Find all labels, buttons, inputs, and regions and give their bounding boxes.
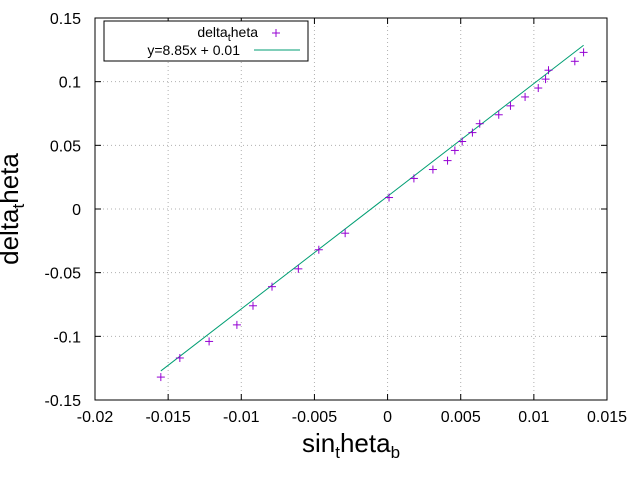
data-point (409, 174, 418, 183)
legend-label-line: y=8.85x + 0.01 (147, 42, 240, 58)
y-axis-title: deltatheta (0, 153, 28, 265)
data-point (544, 66, 553, 75)
legend-plus-marker (272, 29, 280, 37)
fit-line (160, 44, 584, 372)
y-axis-title-end: heta (0, 153, 24, 204)
data-point (521, 92, 530, 101)
data-point (468, 128, 477, 137)
legend-label-points-main: delta (197, 24, 228, 40)
y-tick-label: 0.15 (50, 11, 81, 28)
x-tick-label: 0.005 (441, 409, 481, 426)
legend-box (103, 20, 309, 62)
x-tick-label: 0 (383, 409, 392, 426)
legend-label-points-sub: t (228, 32, 231, 44)
data-point (541, 75, 550, 84)
data-point (385, 193, 394, 202)
y-tick-label: -0.1 (53, 329, 81, 346)
data-point (232, 320, 241, 329)
x-tick-label: -0.01 (223, 409, 260, 426)
grid-lines (95, 18, 607, 400)
data-point (579, 48, 588, 57)
data-point (534, 84, 543, 93)
axis-ticks (94, 17, 608, 401)
legend-marker-points (272, 29, 280, 37)
x-axis-title-main: sin (302, 428, 335, 458)
y-tick-labels: -0.15 -0.1 -0.05 0 0.05 0.1 0.15 (45, 11, 82, 410)
data-point (458, 137, 467, 146)
data-point (475, 119, 484, 128)
data-point (570, 57, 579, 66)
x-tick-label: -0.02 (77, 409, 114, 426)
data-point (314, 245, 323, 254)
data-point (156, 373, 165, 382)
legend-label-points: deltatheta (197, 24, 258, 44)
data-point (506, 101, 515, 110)
y-axis-title-sub: t (9, 203, 28, 208)
data-point (494, 110, 503, 119)
data-point (450, 146, 459, 155)
x-tick-label: -0.015 (145, 409, 190, 426)
y-tick-label: 0 (72, 202, 81, 219)
series-layer (156, 44, 588, 382)
data-point (443, 156, 452, 165)
x-axis-title-sub2: b (391, 443, 400, 462)
x-tick-labels: -0.02 -0.015 -0.01 -0.005 0 0.005 0.01 0.015 (77, 409, 627, 426)
data-point (294, 264, 303, 273)
data-point (268, 282, 277, 291)
y-tick-label: -0.05 (45, 266, 82, 283)
data-point (175, 353, 184, 362)
data-point (341, 229, 350, 238)
y-tick-label: 0.1 (59, 75, 81, 92)
x-axis-title-mid: heta (340, 428, 391, 458)
data-point (205, 337, 214, 346)
y-tick-label: -0.15 (45, 393, 82, 410)
x-tick-label: -0.005 (292, 409, 337, 426)
legend: deltatheta y=8.85x + 0.01 (103, 20, 309, 62)
y-tick-label: 0.05 (50, 138, 81, 155)
data-point (248, 301, 257, 310)
x-axis-title-sub1: t (335, 443, 340, 462)
legend-label-points-end: heta (231, 24, 258, 40)
data-point (428, 165, 437, 174)
y-axis-title-main: delta (0, 208, 24, 265)
x-tick-label: 0.01 (518, 409, 549, 426)
x-tick-label: 0.015 (587, 409, 627, 426)
x-axis-title: sinthetab (302, 428, 400, 462)
